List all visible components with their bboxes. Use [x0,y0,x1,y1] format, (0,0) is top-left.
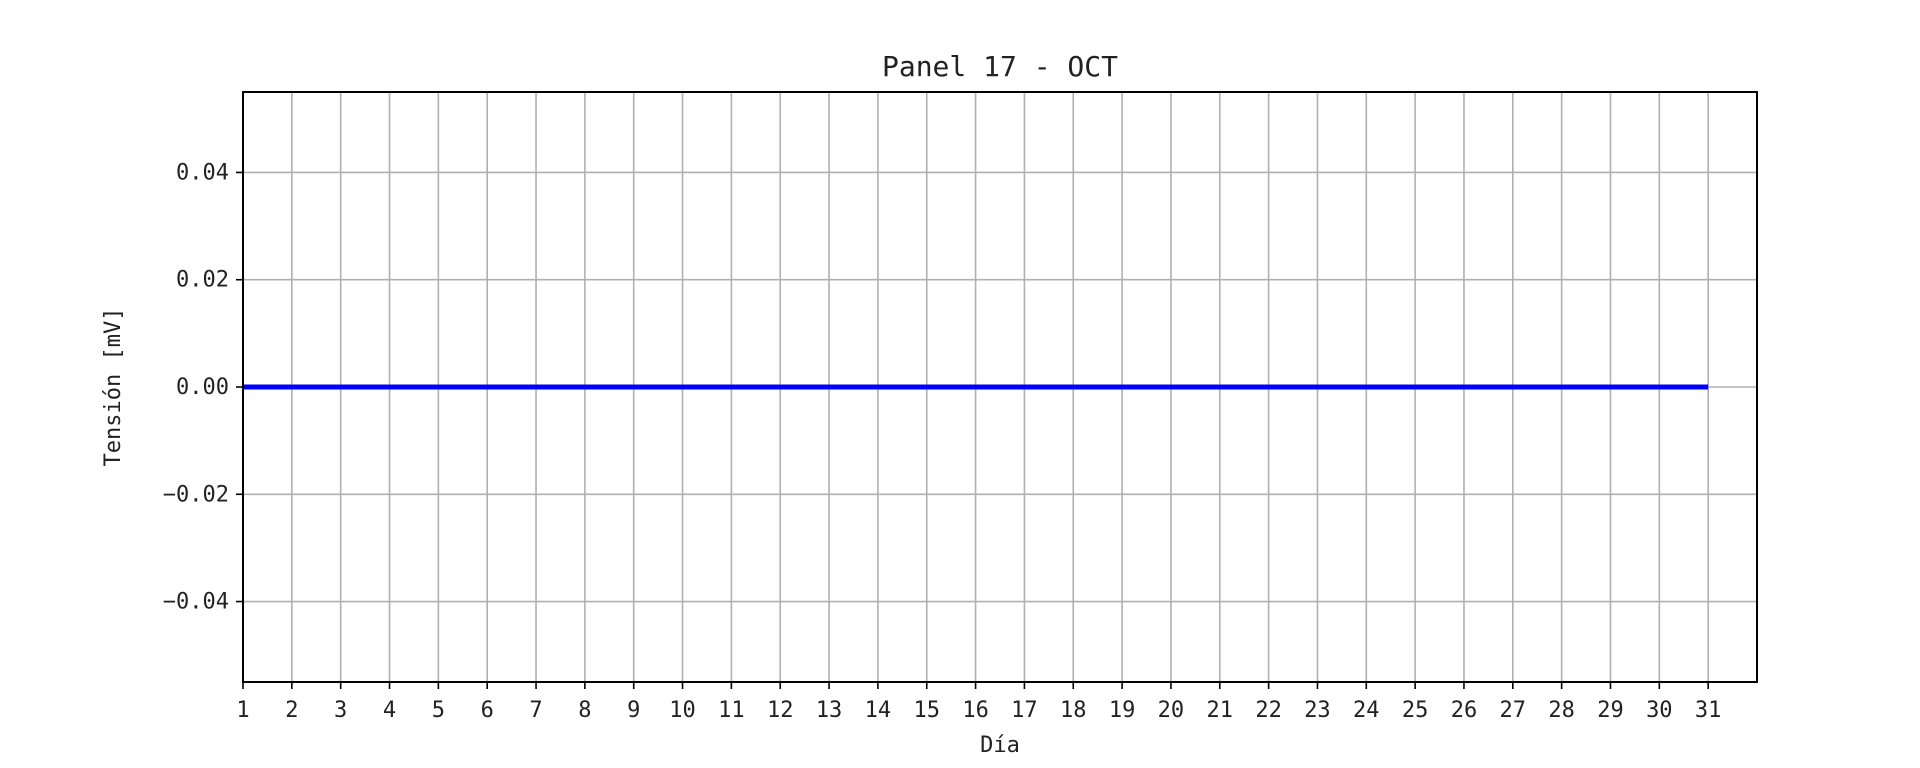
y-axis-label: Tensión [mV] [101,308,126,467]
x-tick-label: 30 [1646,698,1673,723]
ticks [236,171,1709,689]
x-tick-label: 23 [1304,698,1331,723]
x-tick-label: 3 [334,698,347,723]
x-tick-label: 18 [1060,698,1087,723]
x-tick-label: 6 [481,698,494,723]
x-tick-label: 10 [669,698,696,723]
x-tick-label: 7 [529,698,542,723]
y-tick-label: −0.02 [163,482,229,507]
x-tick-label: 16 [962,698,989,723]
x-tick-label: 29 [1597,698,1624,723]
x-tick-label: 28 [1548,698,1575,723]
chart-title: Panel 17 - OCT [882,50,1118,83]
x-tick-label: 5 [432,698,445,723]
x-tick-label: 4 [383,698,396,723]
x-tick-label: 24 [1353,698,1380,723]
y-tick-label: 0.00 [176,375,229,400]
x-tick-label: 12 [767,698,794,723]
x-tick-labels: 1 2 3 4 5 6 7 8 9 10 11 12 13 14 15 16 17 18 19 20 21 22 23 24 2… [236,698,1721,723]
x-tick-label: 1 [236,698,249,723]
x-tick-label: 14 [865,698,892,723]
x-tick-label: 22 [1255,698,1282,723]
x-tick-label: 8 [578,698,591,723]
y-tick-labels: −0.04 −0.02 0.00 0.02 0.04 [163,160,229,614]
x-tick-label: 19 [1109,698,1136,723]
x-tick-label: 11 [718,698,745,723]
x-tick-label: 25 [1402,698,1429,723]
x-tick-label: 15 [913,698,940,723]
x-tick-label: 27 [1500,698,1527,723]
x-tick-label: 9 [627,698,640,723]
x-tick-label: 31 [1695,698,1722,723]
x-tick-label: 21 [1207,698,1234,723]
x-tick-label: 26 [1451,698,1478,723]
y-tick-label: 0.04 [176,160,229,185]
y-tick-label: 0.02 [176,268,229,293]
x-tick-label: 20 [1158,698,1185,723]
y-tick-label: −0.04 [163,590,229,615]
x-tick-label: 2 [285,698,298,723]
x-tick-label: 17 [1011,698,1038,723]
x-tick-label: 13 [816,698,843,723]
x-axis-label: Día [980,733,1020,758]
